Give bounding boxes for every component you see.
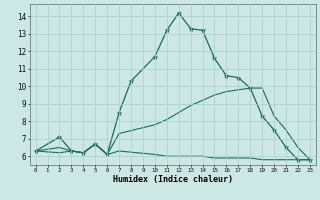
X-axis label: Humidex (Indice chaleur): Humidex (Indice chaleur) (113, 175, 233, 184)
